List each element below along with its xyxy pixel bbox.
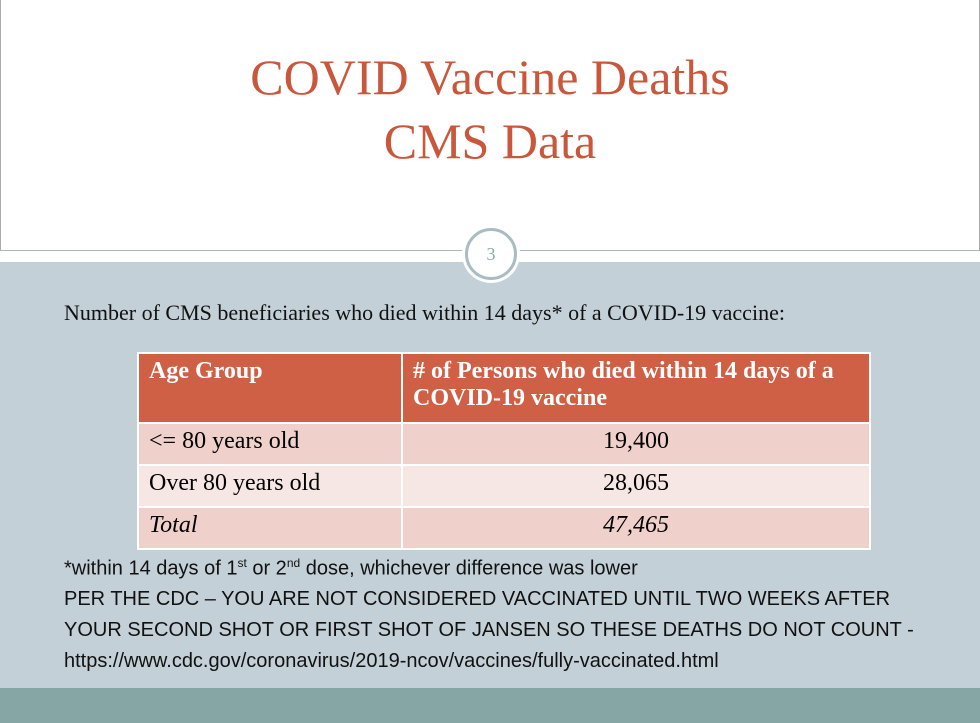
title-line: COVID Vaccine Deaths [250, 49, 730, 105]
header-cell: # of Persons who died within 14 days of … [401, 352, 871, 424]
title-area [0, 0, 980, 250]
row: Over 80 years old 28,065 [137, 464, 871, 508]
footnote: *within 14 days of 1st or 2nd dose, whic… [64, 556, 638, 581]
intro-text: Number of CMS beneficiaries who died wit… [64, 300, 785, 325]
header-row: Age Group # of Persons who died within 1… [137, 352, 871, 424]
header-cell: Age Group [137, 352, 403, 424]
data-table: Age Group # of Persons who died within 1… [137, 352, 871, 550]
cell: 19,400 [401, 422, 871, 466]
title-line: CMS Data [383, 113, 597, 169]
row: Total 47,465 [137, 506, 871, 550]
footnote-sup: st [237, 556, 247, 570]
slide-number: 3 [465, 228, 517, 280]
footnote-sup: nd [286, 556, 301, 570]
footnote-text: *within 14 days of 1 [64, 557, 238, 580]
footnote-text: dose, whichever difference was lower [300, 557, 638, 580]
row: <= 80 years old 19,400 [137, 422, 871, 466]
cell: 28,065 [401, 464, 871, 508]
cell: <= 80 years old [137, 422, 403, 466]
note-line: PER THE CDC – YOU ARE NOT CONSIDERED VAC… [64, 588, 891, 610]
cell: Over 80 years old [137, 464, 403, 508]
cell: Total [137, 506, 403, 550]
note-line: YOUR SECOND SHOT OR FIRST SHOT OF JANSEN… [64, 619, 914, 641]
note-line: https://www.cdc.gov/coronavirus/2019-nco… [64, 650, 719, 672]
footnote-text: or 2 [246, 557, 287, 580]
cell: 47,465 [401, 506, 871, 550]
footer-bar [0, 688, 980, 723]
